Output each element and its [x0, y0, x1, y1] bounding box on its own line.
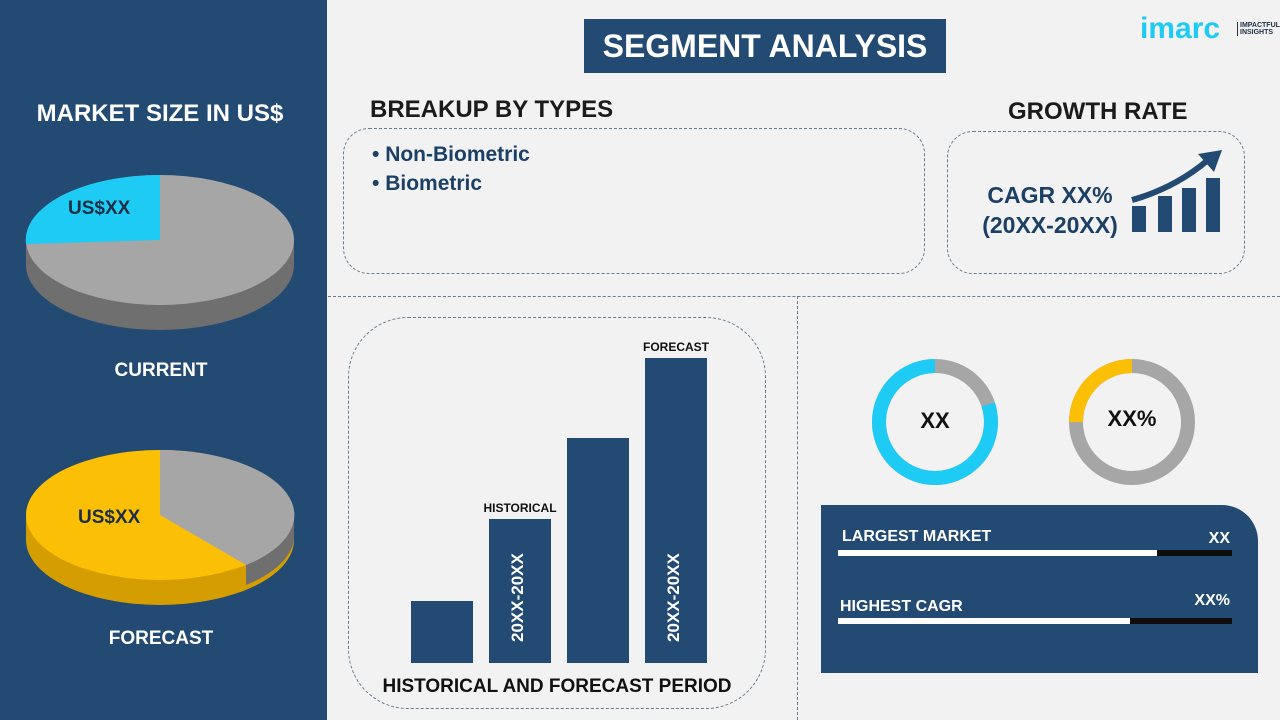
pie-slice-other	[160, 449, 295, 565]
item-label: Non-Biometric	[385, 143, 530, 166]
cagr-text: CAGR XX%	[987, 182, 1113, 208]
cagr-period: (20XX-20XX)	[982, 212, 1118, 238]
forecast-range: 20XX-20XX	[664, 553, 683, 643]
logo-tagline: IMPACTFUL INSIGHTS	[1237, 22, 1280, 36]
divider	[797, 296, 798, 720]
bar-fill	[838, 618, 1130, 624]
bar-forecast	[645, 358, 707, 663]
page-title: SEGMENT ANALYSIS	[584, 19, 946, 73]
bar-historical	[489, 519, 551, 663]
growth-heading: GROWTH RATE	[1008, 98, 1188, 125]
largest-market-label: LARGEST MARKET	[842, 528, 992, 545]
pie-slice-current	[25, 174, 161, 244]
period-box	[348, 317, 766, 709]
forecast-value: US$XX	[78, 507, 141, 528]
stats-panel	[821, 505, 1258, 673]
highest-cagr-bar	[838, 618, 1232, 624]
current-pie	[25, 174, 294, 330]
forecast-pie	[26, 449, 295, 605]
market-size-heading: MARKET SIZE IN US$	[36, 100, 284, 127]
largest-market-value: XX	[1208, 530, 1230, 547]
logo: imarc	[1140, 12, 1221, 45]
breakup-item: • Non-Biometric	[372, 143, 530, 166]
donut-1-value: XX	[920, 408, 950, 433]
donut-2-value: XX%	[1107, 406, 1157, 431]
historical-range: 20XX-20XX	[508, 553, 527, 643]
growth-box	[947, 131, 1245, 274]
breakup-heading: BREAKUP BY TYPES	[370, 96, 614, 123]
period-heading: HISTORICAL AND FORECAST PERIOD	[382, 676, 732, 697]
item-label: Biometric	[385, 172, 483, 195]
highest-cagr-label: HIGHEST CAGR	[840, 598, 963, 615]
bar	[411, 601, 473, 663]
growth-chart-icon	[1131, 150, 1222, 232]
bar	[567, 438, 629, 663]
growth-text: CAGR XX% (20XX-20XX)	[970, 180, 1130, 240]
current-label: CURRENT	[114, 360, 208, 381]
largest-market-bar	[838, 550, 1232, 556]
breakup-list: • Non-Biometric • Biometric	[372, 140, 530, 198]
donut-1	[872, 359, 998, 485]
current-value: US$XX	[68, 198, 131, 219]
breakup-box	[343, 128, 925, 274]
bar-fill	[838, 550, 1158, 556]
highest-cagr-value: XX%	[1194, 592, 1230, 609]
forecast-label: FORECAST	[108, 628, 214, 649]
donut-2	[1069, 359, 1195, 485]
breakup-item: • Biometric	[372, 172, 483, 195]
forecast-label-chart: FORECAST	[643, 340, 709, 354]
divider	[328, 296, 1280, 297]
historical-label: HISTORICAL	[483, 501, 557, 515]
